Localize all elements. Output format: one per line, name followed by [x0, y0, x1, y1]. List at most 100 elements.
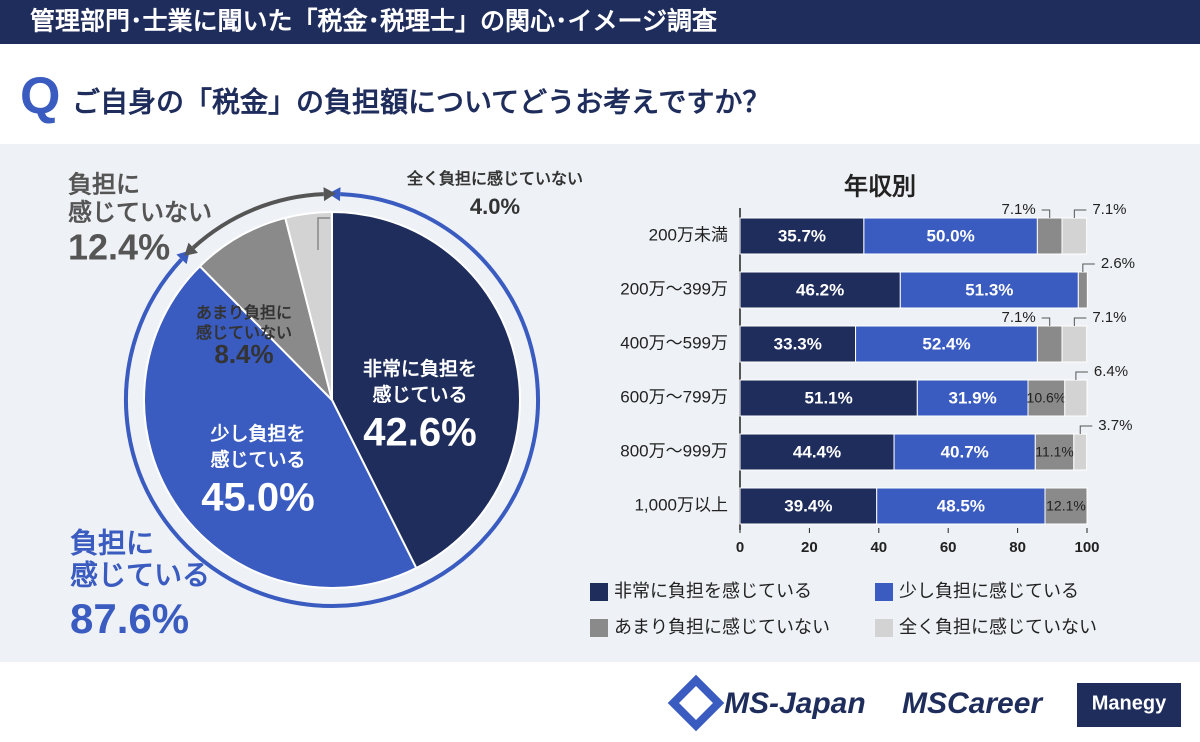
value-label: 46.2% — [796, 280, 844, 299]
leader-line — [1041, 317, 1051, 326]
logo-icon — [667, 674, 725, 732]
pie-label: 非常に負担を — [363, 357, 477, 380]
value-label: 6.4% — [1094, 363, 1128, 380]
leader-line — [1041, 209, 1051, 218]
bar-segment — [863, 217, 1038, 255]
value-label: 33.3% — [774, 334, 822, 353]
value-label: 11.1% — [1035, 444, 1074, 460]
logo: MSCareer — [902, 687, 1044, 720]
value-label: 7.1% — [1092, 309, 1126, 326]
chart-title: 年収別 — [844, 172, 916, 200]
pie-label: あまり負担に — [196, 303, 292, 322]
value-label: 51.3% — [965, 280, 1013, 299]
leader-line — [1075, 371, 1088, 380]
logo: MS-Japan — [724, 687, 866, 720]
pie-label: 少し負担を — [209, 422, 305, 445]
y-tick-label: 800万～999万 — [620, 441, 728, 460]
legend-label: 少し負担に感じている — [899, 581, 1079, 601]
y-tick-label: 200万未満 — [649, 225, 728, 244]
y-tick-label: 600万～799万 — [620, 387, 728, 406]
leader-line — [1082, 263, 1095, 272]
arrow-head — [323, 187, 336, 202]
leader-line — [1079, 425, 1093, 434]
pie-slice — [284, 210, 333, 401]
legend-label: 非常に負担を感じている — [614, 581, 812, 601]
group-label: 負担に — [68, 171, 140, 198]
y-tick-label: 1,000万以上 — [634, 495, 728, 514]
group-label: 感じていない — [68, 198, 212, 226]
y-tick-label: 200万～399万 — [620, 279, 728, 298]
bar-segment — [739, 379, 918, 417]
bar-segment — [893, 433, 1036, 471]
pie-value-label: 4.0% — [470, 194, 520, 219]
value-label: 31.9% — [949, 388, 997, 407]
value-label: 10.6% — [1027, 390, 1067, 406]
x-tick-label: 80 — [1009, 539, 1026, 556]
value-label: 7.1% — [1001, 309, 1035, 326]
value-label: 7.1% — [1092, 201, 1126, 218]
pie-value-label: 8.4% — [214, 339, 273, 369]
header-title: 管理部門･士業に聞いた「税金･税理士」の関心･イメージ調査 — [30, 7, 717, 36]
x-tick-label: 100 — [1074, 539, 1099, 556]
pie-slice — [198, 216, 334, 404]
value-label: 40.7% — [941, 442, 989, 461]
pie-slice — [143, 264, 418, 589]
legend-label: 全く負担に感じていない — [899, 617, 1097, 637]
header-band — [0, 0, 1200, 44]
logo: Manegy — [1092, 692, 1167, 714]
value-label: 2.6% — [1101, 255, 1135, 272]
value-label: 44.4% — [793, 442, 841, 461]
bar-segment — [1073, 433, 1088, 471]
group-label: 負担に — [70, 527, 154, 558]
pie-label: 感じている — [372, 383, 467, 406]
bar-segment — [899, 271, 1079, 309]
group-arc — [191, 192, 324, 250]
y-tick-label: 400万～599万 — [620, 333, 728, 352]
value-label: 48.5% — [937, 496, 985, 515]
pie-label: 全く負担に感じていない — [406, 169, 583, 188]
bar-segment — [876, 487, 1046, 525]
value-label: 52.4% — [922, 334, 970, 353]
value-label: 50.0% — [927, 226, 975, 245]
bar-segment — [739, 487, 878, 525]
group-label: 感じている — [70, 559, 210, 590]
leader-line — [317, 217, 330, 250]
bar-segment — [1044, 487, 1088, 525]
bar-segment — [855, 325, 1038, 363]
x-tick-label: 0 — [736, 539, 744, 556]
x-tick-label: 20 — [801, 539, 818, 556]
bar-segment — [1061, 325, 1088, 363]
bar-segment — [739, 433, 895, 471]
value-label: 12.1% — [1046, 498, 1086, 514]
pie-label: 感じている — [210, 448, 305, 471]
group-value: 12.4% — [68, 227, 170, 268]
pie-slice — [331, 210, 521, 570]
bar-segment — [739, 271, 901, 309]
legend-swatch — [590, 583, 608, 601]
legend-label: あまり負担に感じていない — [614, 617, 830, 637]
value-label: 39.4% — [784, 496, 832, 515]
pie-value-label: 45.0% — [201, 476, 314, 520]
legend-swatch — [875, 583, 893, 601]
group-value: 87.6% — [70, 595, 189, 642]
x-tick-label: 60 — [940, 539, 957, 556]
pie-value-label: 42.6% — [363, 411, 476, 455]
q-mark: Q — [20, 68, 60, 126]
value-label: 35.7% — [778, 226, 826, 245]
bar-segment — [1064, 379, 1088, 417]
bar-segment — [1061, 217, 1088, 255]
bar-segment — [1036, 217, 1063, 255]
legend-swatch — [590, 619, 608, 637]
value-label: 3.7% — [1098, 417, 1132, 434]
x-tick-label: 40 — [870, 539, 887, 556]
logo-box — [1077, 683, 1181, 727]
legend-swatch — [875, 619, 893, 637]
bar-segment — [916, 379, 1029, 417]
value-label: 51.1% — [805, 388, 853, 407]
leader-line — [1073, 209, 1087, 218]
bar-segment — [739, 217, 865, 255]
question: ご自身の「税金」の負担額についてどうお考えですか？ — [72, 85, 770, 117]
value-label: 7.1% — [1001, 201, 1035, 218]
bar-segment — [1036, 325, 1063, 363]
